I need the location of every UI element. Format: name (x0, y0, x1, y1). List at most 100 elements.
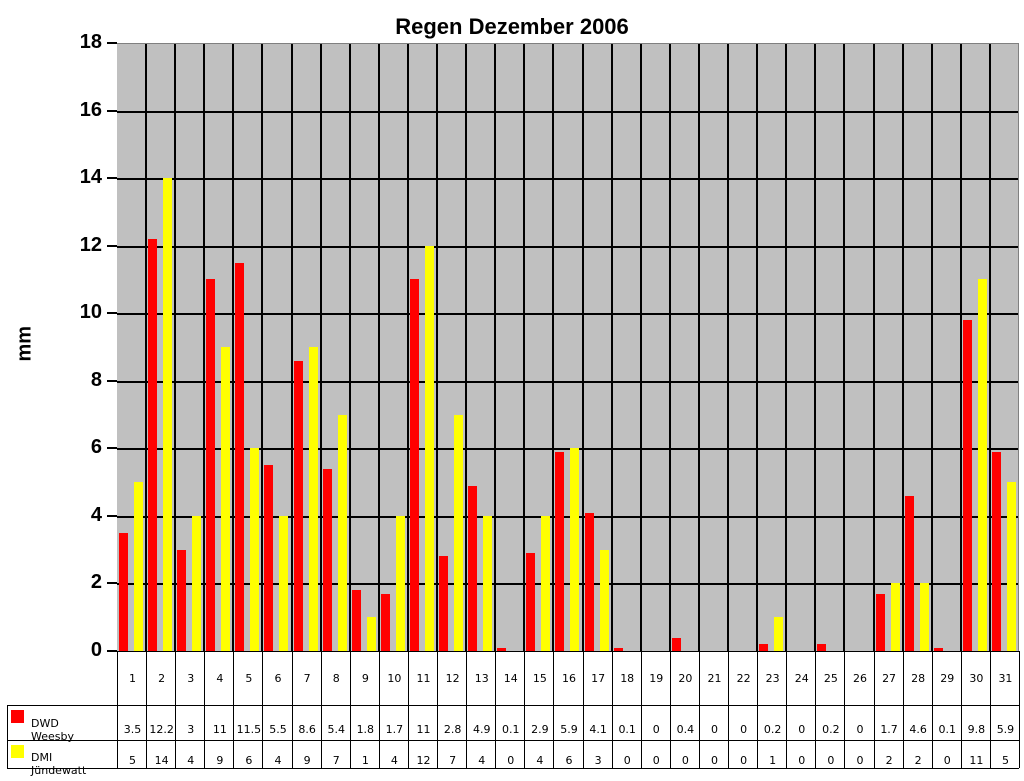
bar-dwd-day-9 (351, 590, 361, 651)
y-tick-mark (107, 177, 117, 180)
y-tick-mark (107, 514, 117, 517)
v-gridline (639, 44, 642, 651)
x-category-label: 1 (117, 651, 148, 705)
table-value-dmi: 14 (146, 740, 177, 769)
bar-dmi-day-1 (134, 482, 143, 651)
table-value-dwd: 4.9 (466, 705, 497, 740)
chart-title: Regen Dezember 2006 (395, 14, 629, 39)
y-tick-mark (107, 109, 117, 112)
x-category-label: 5 (233, 651, 264, 705)
v-gridline (785, 44, 788, 651)
v-gridline (959, 44, 962, 651)
h-gridline (117, 448, 1018, 451)
y-tick-mark (107, 447, 117, 450)
bar-dwd-day-13 (468, 485, 478, 651)
table-value-dwd: 0 (786, 705, 817, 740)
v-gridline (668, 44, 671, 651)
table-value-dwd: 0.1 (611, 705, 642, 740)
y-tick-label: 14 (79, 166, 102, 189)
bar-dmi-day-11 (424, 245, 434, 651)
v-gridline (814, 44, 817, 651)
x-category-label: 27 (873, 651, 904, 705)
x-category-label: 19 (640, 651, 671, 705)
bar-dwd-day-16 (555, 451, 565, 651)
x-category-label: 20 (669, 651, 700, 705)
x-category-label: 16 (553, 651, 584, 705)
x-category-label: 17 (582, 651, 613, 705)
table-value-dwd: 0 (844, 705, 875, 740)
bar-dmi-day-13 (483, 515, 493, 651)
table-value-dwd: 5.4 (320, 705, 351, 740)
bar-dmi-day-12 (454, 414, 464, 651)
x-category-label: 7 (291, 651, 322, 705)
bar-dwd-day-30 (962, 319, 972, 651)
table-value-dwd: 0.2 (757, 705, 788, 740)
x-category-label: 10 (378, 651, 409, 705)
x-category-label: 18 (611, 651, 642, 705)
table-value-dmi: 12 (407, 740, 439, 769)
v-gridline (261, 44, 264, 651)
x-category-label: 4 (204, 651, 235, 705)
y-tick-mark (107, 379, 117, 382)
v-gridline (872, 44, 875, 651)
v-gridline (494, 44, 497, 651)
y-tick-label: 2 (90, 571, 102, 594)
bar-dwd-day-5 (235, 262, 245, 651)
v-gridline (988, 44, 991, 651)
bar-dwd-day-2 (148, 238, 158, 651)
table-value-dwd: 5.9 (553, 705, 584, 740)
y-axis-label: mm (13, 325, 36, 362)
y-tick-mark (107, 42, 117, 44)
x-category-label: 2 (146, 651, 177, 705)
bar-dmi-day-31 (1006, 482, 1016, 651)
bar-dwd-day-3 (177, 549, 187, 651)
x-category-label: 31 (989, 651, 1020, 705)
h-gridline (117, 245, 1018, 248)
x-category-label: 14 (495, 651, 526, 705)
bar-dwd-day-23 (759, 644, 769, 651)
table-value-dmi: 6 (553, 740, 584, 769)
bar-dmi-day-7 (308, 347, 318, 651)
y-tick-mark (107, 244, 117, 247)
table-value-dmi: 7 (320, 740, 351, 769)
bar-dwd-day-12 (439, 556, 449, 651)
legend-swatch-dmi (11, 745, 24, 758)
bar-dwd-day-10 (380, 593, 390, 651)
v-gridline (145, 44, 148, 651)
bar-dwd-day-20 (671, 637, 681, 651)
x-category-label: 3 (175, 651, 206, 705)
legend-label-dmi: DMI Jündewatt (31, 751, 87, 777)
table-value-dwd: 0 (640, 705, 671, 740)
table-value-dmi: 0 (931, 740, 962, 769)
table-value-dmi: 4 (524, 740, 555, 769)
h-gridline (117, 583, 1018, 586)
v-gridline (232, 44, 235, 651)
x-category-label: 11 (407, 651, 439, 705)
bar-dwd-day-27 (875, 593, 885, 651)
table-value-dmi: 7 (437, 740, 468, 769)
bar-dmi-day-9 (366, 617, 376, 651)
table-value-dwd: 11 (204, 705, 235, 740)
bar-dmi-day-2 (163, 178, 173, 651)
bar-dmi-day-27 (890, 583, 900, 651)
h-gridline (117, 313, 1018, 316)
bar-dmi-day-15 (541, 515, 551, 651)
x-category-label: 12 (437, 651, 468, 705)
table-value-dwd: 3 (175, 705, 206, 740)
table-value-dwd: 0.2 (815, 705, 846, 740)
table-value-dmi: 1 (349, 740, 380, 769)
table-value-dmi: 0 (698, 740, 730, 769)
bar-dmi-day-30 (977, 279, 987, 651)
table-value-dwd: 0.1 (495, 705, 526, 740)
v-gridline (348, 44, 351, 651)
v-gridline (610, 44, 613, 651)
v-gridline (523, 44, 526, 651)
table-value-dwd: 12.2 (146, 705, 177, 740)
x-category-label: 28 (902, 651, 933, 705)
v-gridline (406, 44, 409, 651)
table-value-dwd: 1.7 (873, 705, 904, 740)
table-value-dmi: 9 (204, 740, 235, 769)
x-category-label: 13 (466, 651, 497, 705)
bar-dwd-day-1 (119, 532, 128, 651)
table-value-dmi: 11 (960, 740, 991, 769)
